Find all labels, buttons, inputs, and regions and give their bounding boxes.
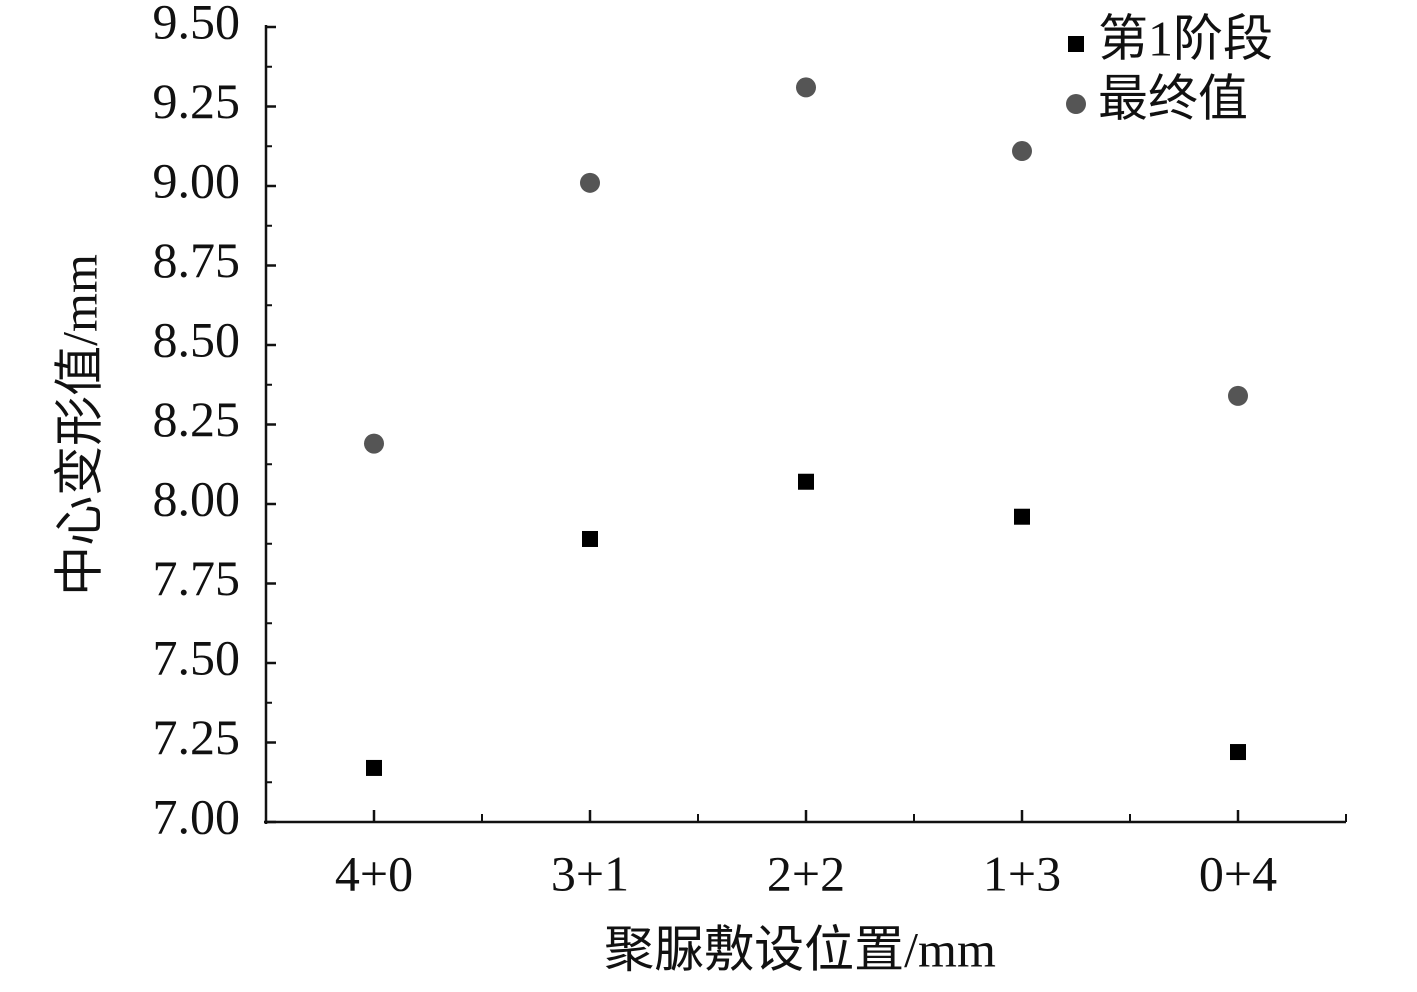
y-tick-label: 7.00 [153,788,241,844]
legend-label: 第1阶段 [1098,10,1273,66]
point [1012,141,1032,162]
y-axis-label: 中心变形值/mm [51,254,107,596]
y-tick-label: 7.50 [153,629,241,685]
y-tick-label: 9.50 [153,0,241,49]
x-axis-label: 聚脲敷设位置/mm [604,921,996,977]
y-tick-label: 8.25 [153,391,241,447]
x-tick-label: 3+1 [551,845,629,901]
point [1014,508,1030,525]
point [1230,744,1246,761]
y-tick-label: 8.75 [153,232,241,288]
y-tick-label: 7.25 [153,709,241,765]
point [798,473,814,490]
x-tick-label: 1+3 [983,845,1061,901]
y-tick-label: 9.00 [153,152,241,208]
y-tick-label: 8.00 [153,470,241,526]
point [796,77,816,98]
x-tick-label: 0+4 [1199,845,1277,901]
point [364,433,384,454]
y-tick-label: 7.75 [153,550,241,606]
point [580,172,600,193]
legend-marker [1068,36,1084,52]
legend-marker [1066,94,1086,114]
y-tick-label: 8.50 [153,311,241,367]
point [1228,385,1248,406]
y-tick-label: 9.25 [153,73,241,129]
point [582,530,598,547]
x-tick-label: 2+2 [767,845,845,901]
x-tick-label: 4+0 [335,845,413,901]
legend-label: 最终值 [1098,70,1248,126]
point [366,759,382,776]
